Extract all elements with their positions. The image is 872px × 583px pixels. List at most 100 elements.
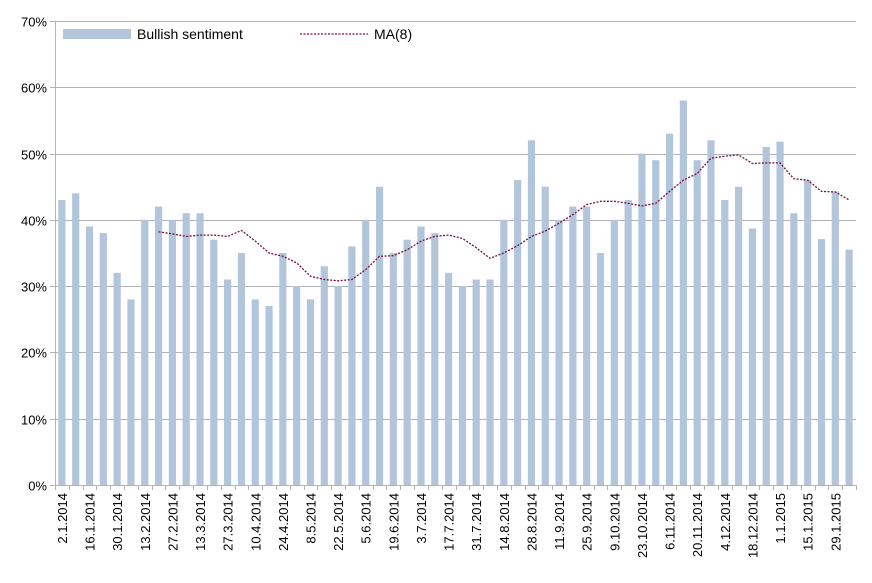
bar — [707, 140, 715, 486]
bar — [486, 279, 494, 485]
bar — [735, 186, 743, 485]
bar — [569, 206, 577, 485]
bar — [748, 228, 757, 485]
x-tick-label: 27.2.2014 — [165, 493, 180, 551]
bar — [251, 299, 259, 485]
x-tick-label: 30.1.2014 — [110, 493, 125, 551]
x-tick-label: 4.12.2014 — [718, 493, 733, 551]
y-tick-label: 40% — [21, 214, 47, 229]
bar — [790, 213, 798, 485]
x-tick-label: 8.5.2014 — [304, 493, 319, 544]
bar — [141, 219, 149, 485]
bar — [527, 140, 536, 486]
x-tick-label: 25.9.2014 — [580, 493, 595, 551]
x-tick-label: 13.2.2014 — [138, 493, 153, 551]
bar — [182, 213, 190, 485]
bar — [403, 239, 411, 485]
y-tick-label: 0% — [28, 479, 47, 494]
y-tick-label: 50% — [21, 148, 47, 163]
legend-label-ma: MA(8) — [374, 26, 412, 42]
x-tick-label: 18.12.2014 — [745, 493, 760, 558]
y-tick-label: 30% — [21, 280, 47, 295]
x-tick-label: 6.11.2014 — [663, 493, 678, 550]
x-tick-label: 27.3.2014 — [221, 493, 236, 551]
bar — [804, 180, 812, 486]
bar — [762, 146, 770, 485]
bar — [431, 233, 439, 485]
bar — [596, 253, 605, 485]
x-tick-label: 28.8.2014 — [525, 493, 540, 551]
bar — [541, 186, 549, 485]
bar — [58, 199, 66, 485]
x-tick-label: 17.7.2014 — [442, 493, 457, 551]
bar — [458, 286, 466, 485]
bar — [293, 286, 301, 485]
bar — [472, 279, 480, 485]
x-tick-label: 14.8.2014 — [497, 493, 512, 551]
bar — [652, 160, 660, 485]
y-tick-label: 10% — [21, 413, 47, 428]
bar — [721, 199, 729, 485]
bar — [445, 272, 453, 485]
x-tick-label: 24.4.2014 — [276, 493, 291, 551]
bar — [113, 272, 121, 485]
bar — [500, 219, 508, 485]
x-tick-label: 3.7.2014 — [414, 493, 429, 544]
bar — [168, 219, 176, 485]
ma-line — [158, 154, 850, 282]
bar — [665, 133, 674, 485]
y-tick-label: 20% — [21, 346, 47, 361]
bar — [417, 226, 425, 485]
bar — [348, 246, 356, 485]
ma-line-layer — [158, 154, 850, 282]
bar — [638, 153, 646, 486]
bar — [210, 239, 218, 485]
legend: Bullish sentiment MA(8) — [63, 26, 412, 42]
bar — [99, 233, 107, 485]
x-tick-label: 19.6.2014 — [386, 493, 401, 551]
x-tick-label: 2.1.2014 — [55, 493, 70, 544]
bar — [583, 206, 591, 485]
bar — [127, 299, 135, 485]
x-tick-label: 5.6.2014 — [359, 493, 374, 544]
x-tick-label: 9.10.2014 — [607, 493, 622, 551]
x-tick-label: 29.1.2015 — [828, 493, 843, 551]
x-axis: 2.1.2014 16.1.2014 30.1.2014 13.2.2014 27.2.… — [55, 485, 857, 558]
bar — [831, 191, 839, 485]
bar — [514, 180, 522, 486]
bar — [154, 206, 163, 485]
y-tick-label: 70% — [21, 15, 47, 30]
bar — [389, 253, 397, 485]
bar — [624, 199, 632, 485]
bars — [58, 100, 853, 486]
bar — [237, 253, 246, 485]
x-tick-label: 22.5.2014 — [331, 493, 346, 551]
legend-swatch-bullish — [63, 29, 131, 39]
bar — [72, 193, 80, 486]
bar — [693, 160, 701, 485]
x-tick-label: 1.1.2015 — [773, 493, 788, 544]
bar — [196, 213, 204, 485]
bar — [279, 253, 287, 485]
bar — [320, 266, 328, 485]
y-tick-label: 60% — [21, 81, 47, 96]
bar — [610, 219, 618, 485]
bar — [85, 226, 94, 485]
x-tick-label: 20.11.2014 — [690, 493, 705, 557]
x-tick-label: 10.4.2014 — [248, 493, 263, 551]
bar — [224, 279, 232, 485]
x-tick-label: 23.10.2014 — [635, 493, 650, 558]
x-tick-label: 11.9.2014 — [552, 493, 567, 550]
bar — [362, 219, 370, 485]
bar — [845, 249, 853, 485]
x-tick-label: 13.3.2014 — [193, 493, 208, 551]
bar — [817, 239, 826, 485]
bar — [306, 299, 315, 485]
y-axis: 0% 10% 20% 30% 40% 50% 60% 70% — [21, 15, 56, 494]
legend-label-bullish: Bullish sentiment — [137, 26, 243, 42]
bar — [776, 141, 784, 485]
bar — [265, 306, 273, 485]
x-tick-label: 31.7.2014 — [469, 493, 484, 551]
x-tick-label: 16.1.2014 — [83, 493, 98, 551]
